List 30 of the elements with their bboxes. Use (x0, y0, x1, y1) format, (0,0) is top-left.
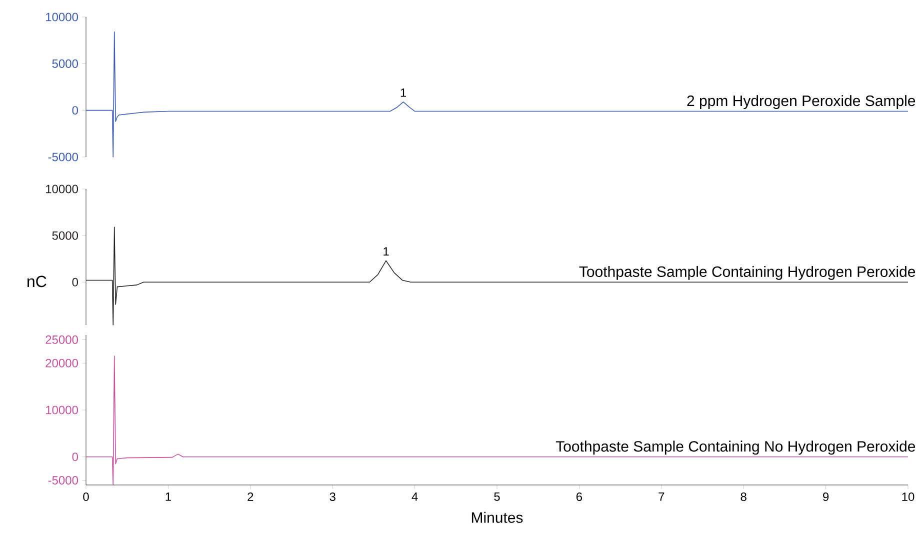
series-label: Toothpaste Sample Containing Hydrogen Peroxide (579, 266, 916, 280)
x-tick-label: 4 (412, 492, 418, 501)
x-tick-label: 9 (823, 492, 829, 502)
x-tick-label: 1 (166, 492, 171, 501)
y-tick-label: -5000 (48, 152, 78, 162)
y-tick-label: 10000 (46, 406, 78, 414)
x-tick-label: 5 (494, 492, 500, 501)
annotation: 1 (384, 247, 389, 256)
x-tick-label: 2 (248, 492, 254, 501)
x-tick-label: 6 (576, 492, 582, 502)
y-tick-label: -5000 (48, 476, 78, 485)
series-label: 2 ppm Hydrogen Peroxide Sample (687, 95, 916, 110)
y-tick-label: 0 (72, 278, 78, 286)
y-tick-label: 5000 (52, 59, 78, 68)
x-tick-label: 7 (658, 492, 664, 501)
x-tick-label: 8 (740, 492, 746, 502)
y-tick-label: 25000 (46, 335, 78, 344)
y-axis-title: nC (28, 276, 46, 288)
y-tick-label: 0 (72, 106, 78, 115)
y-tick-label: 5000 (52, 231, 78, 240)
y-tick-label: 10000 (46, 184, 78, 194)
series-label: Toothpaste Sample Containing No Hydrogen Peroxide (556, 440, 916, 455)
annotation: 1 (400, 88, 406, 97)
y-tick-label: 0 (72, 452, 78, 462)
x-tick-label: 3 (330, 492, 336, 502)
y-tick-label: 10000 (46, 12, 78, 22)
x-tick-label: 0 (83, 492, 89, 502)
y-tick-label: 20000 (46, 358, 78, 368)
x-axis-title: Minutes (472, 512, 523, 523)
x-tick-label: 10 (902, 492, 914, 502)
